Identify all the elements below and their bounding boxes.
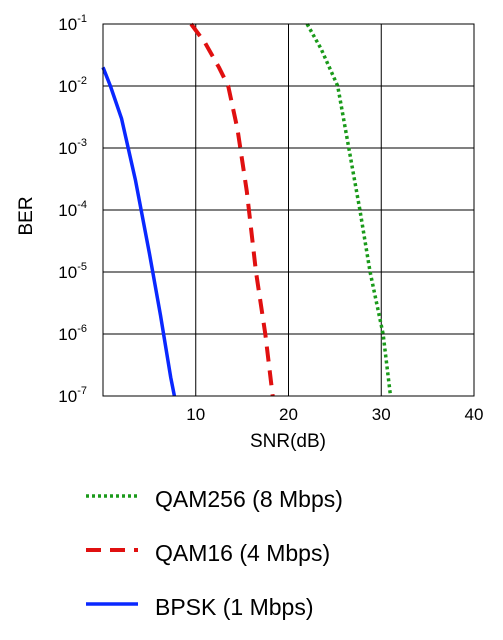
legend-label-qam16: QAM16 (4 Mbps): [155, 540, 331, 566]
y-tick-base: 10: [58, 387, 77, 406]
x-axis-label: SNR(dB): [250, 431, 326, 452]
series-line-0: [305, 23, 393, 397]
legend-swatch-qam16: [86, 548, 138, 552]
y-tick-label: 10-3: [58, 137, 87, 158]
y-tick-base: 10: [58, 325, 77, 344]
y-tick-exponent: -7: [77, 385, 87, 397]
legend-swatch-qam256: [86, 494, 138, 498]
legend-label-qam256: QAM256 (8 Mbps): [155, 486, 343, 512]
chart-grid: [103, 23, 475, 397]
y-tick-exponent: -6: [77, 323, 87, 335]
x-tick-label: 40: [465, 405, 484, 424]
y-tick-exponent: -2: [77, 75, 87, 87]
y-tick-base: 10: [58, 201, 77, 220]
x-tick-labels: 10 20 30 40: [186, 405, 483, 424]
legend-label-bpsk: BPSK (1 Mbps): [155, 594, 314, 620]
x-tick-label: 30: [372, 405, 391, 424]
legend-item-qam16: QAM16 (4 Mbps): [82, 532, 482, 586]
legend-item-bpsk: BPSK (1 Mbps): [82, 586, 482, 640]
y-tick-base: 10: [58, 139, 77, 158]
series-line-2: [101, 66, 177, 397]
y-tick-exponent: -4: [77, 199, 87, 211]
y-axis-label: BER: [16, 196, 37, 235]
y-tick-label: 10-4: [58, 199, 87, 220]
x-tick-label: 10: [186, 405, 205, 424]
y-tick-label: 10-6: [58, 323, 87, 344]
y-tick-base: 10: [58, 263, 77, 282]
plot-frame: [102, 23, 475, 397]
y-tick-base: 10: [58, 77, 77, 96]
legend-item-qam256: QAM256 (8 Mbps): [82, 478, 482, 532]
y-tick-exponent: -5: [77, 261, 87, 273]
y-tick-exponent: -1: [77, 13, 87, 25]
legend: QAM256 (8 Mbps) QAM16 (4 Mbps) BPSK (1 M…: [82, 478, 482, 640]
y-tick-label: 10-1: [58, 13, 87, 34]
y-tick-label: 10-7: [58, 385, 87, 406]
series-lines: [101, 22, 393, 397]
y-tick-label: 10-5: [58, 261, 87, 282]
y-tick-labels: 10-110-210-310-410-510-610-7: [58, 13, 87, 406]
legend-swatch-bpsk: [86, 602, 138, 606]
y-tick-exponent: -3: [77, 137, 87, 149]
y-tick-label: 10-2: [58, 75, 87, 96]
x-tick-label: 20: [279, 405, 298, 424]
y-tick-base: 10: [58, 15, 77, 34]
series-line-1: [189, 22, 275, 397]
